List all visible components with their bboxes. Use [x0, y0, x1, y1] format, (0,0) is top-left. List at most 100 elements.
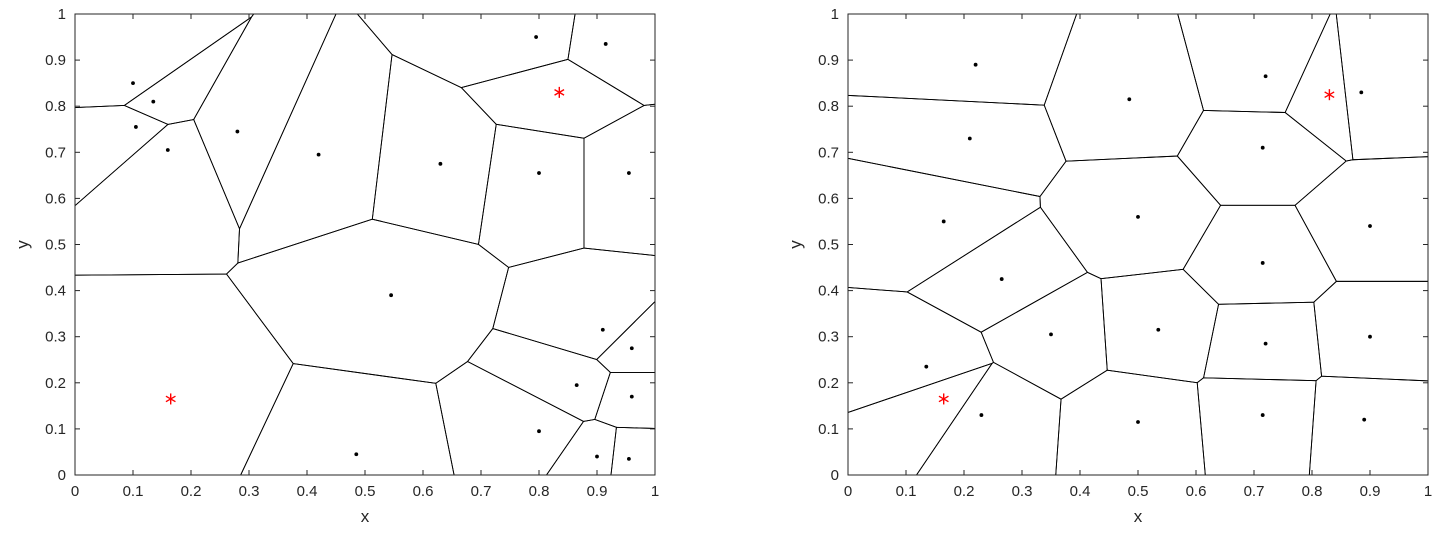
- generator-point-marker: [537, 171, 541, 175]
- voronoi-cell-edge: [1100, 268, 1220, 384]
- x-tick-label: 0: [71, 483, 79, 500]
- voronoi-cell-edge: [74, 273, 294, 476]
- y-tick-label: 0.5: [45, 237, 66, 254]
- voronoi-cell-edge: [477, 123, 585, 268]
- x-tick-label: 0.7: [471, 483, 492, 500]
- voronoi-cell-edge: [906, 206, 1089, 333]
- y-tick-label: 0.3: [818, 329, 839, 346]
- x-axis-label: x: [1134, 507, 1143, 526]
- generator-point-marker: [600, 327, 605, 332]
- generator-point-marker: [1368, 224, 1372, 228]
- y-tick-label: 1: [58, 6, 66, 23]
- highlight-asterisk-marker: [938, 395, 949, 403]
- y-tick-label: 0.9: [45, 52, 66, 69]
- voronoi-cell-edge: [1203, 301, 1323, 382]
- generator-point-marker: [629, 346, 634, 351]
- x-tick-label: 0.3: [1012, 483, 1033, 500]
- generator-point-marker: [595, 454, 599, 459]
- generator-point-marker: [1260, 413, 1265, 417]
- y-tick-label: 0.6: [45, 190, 66, 207]
- voronoi-cell-edge: [239, 363, 455, 476]
- y-tick-label: 0.1: [818, 421, 839, 438]
- axes-box: [74, 13, 656, 476]
- x-tick-label: 0.2: [181, 483, 202, 500]
- y-tick-label: 0.4: [818, 283, 839, 300]
- generator-point-marker: [924, 364, 929, 369]
- generator-point-marker: [973, 62, 978, 67]
- generator-point-marker: [134, 125, 138, 129]
- generator-point-marker: [537, 429, 541, 434]
- x-tick-label: 0.1: [896, 483, 917, 500]
- y-axis-label: y: [786, 240, 805, 249]
- voronoi-cell-edge: [847, 362, 994, 476]
- voronoi-cell-edge: [1176, 109, 1347, 206]
- generator-point-marker: [1136, 420, 1140, 424]
- generator-point-marker: [316, 152, 321, 157]
- generator-point-marker: [534, 35, 538, 39]
- voronoi-cell-edge: [915, 361, 1062, 476]
- generator-point-marker: [1368, 334, 1372, 339]
- voronoi-cell-edge: [356, 13, 576, 89]
- x-tick-label: 0: [844, 483, 852, 500]
- y-tick-label: 0.2: [45, 375, 66, 392]
- generator-point-marker: [1260, 261, 1265, 265]
- voronoi-cell-edge: [1284, 13, 1354, 162]
- voronoi-cell-edge: [545, 418, 617, 476]
- highlight-asterisk-marker: [554, 89, 565, 96]
- x-tick-label: 0.4: [297, 483, 318, 500]
- x-axis-label: x: [361, 507, 370, 526]
- voronoi-cell-edge: [466, 328, 611, 422]
- highlight-asterisk-marker: [165, 395, 176, 403]
- voronoi-cell-edge: [1294, 156, 1429, 282]
- y-tick-label: 0.6: [818, 190, 839, 207]
- generator-point-marker: [165, 148, 170, 152]
- y-tick-label: 0.8: [818, 98, 839, 115]
- generator-point-marker: [1049, 332, 1053, 337]
- voronoi-plot-relaxed: x y 0 0.1 0.2 0.3 0.4 0.5 0.6 0.7 0.8 0.9 1 0 0.1 0.2…: [786, 6, 1432, 526]
- generator-point-marker: [999, 277, 1004, 281]
- highlight-asterisk-marker: [1324, 91, 1335, 99]
- x-tick-label: 0.6: [413, 483, 434, 500]
- y-tick-label: 0.7: [818, 144, 839, 161]
- voronoi-cell-edge: [123, 16, 252, 125]
- generator-point-marker: [627, 171, 631, 175]
- y-tick-label: 0.7: [45, 144, 66, 161]
- generator-point-marker: [1156, 327, 1161, 332]
- voronoi-cell-edge: [847, 13, 1078, 106]
- generator-point-marker: [941, 219, 946, 224]
- voronoi-cell-edge: [1043, 13, 1204, 162]
- generator-point-marker: [574, 383, 579, 388]
- generator-point-marker: [151, 99, 156, 104]
- x-tick-label: 0.9: [1360, 483, 1381, 500]
- generator-point-marker: [1136, 214, 1140, 219]
- voronoi-cell-edge: [492, 247, 656, 361]
- y-tick-label: 0.8: [45, 98, 66, 115]
- x-tick-label: 0.1: [123, 483, 144, 500]
- voronoi-cell-edge: [1039, 155, 1222, 280]
- generator-point-marker: [389, 293, 393, 298]
- generator-point-marker: [1263, 74, 1268, 79]
- x-tick-label: 0.8: [529, 483, 550, 500]
- x-tick-label: 0.7: [1244, 483, 1265, 500]
- x-tick-label: 0.2: [954, 483, 975, 500]
- x-tick-label: 0.5: [1128, 483, 1149, 500]
- voronoi-cell-edge: [193, 13, 337, 230]
- y-tick-label: 0: [831, 467, 839, 484]
- x-tick-label: 1: [1424, 483, 1432, 500]
- generator-point-marker: [979, 413, 984, 417]
- y-axis-label: y: [13, 240, 32, 249]
- generator-point-marker: [1260, 145, 1265, 150]
- y-tick-label: 0.5: [818, 237, 839, 254]
- generator-point-marker: [235, 129, 240, 134]
- generator-point-marker: [627, 456, 631, 461]
- generator-point-marker: [603, 42, 608, 46]
- x-tick-label: 0.4: [1070, 483, 1091, 500]
- voronoi-cell-edge: [1182, 204, 1337, 305]
- generator-point-marker: [354, 452, 359, 457]
- generator-point-marker: [1263, 341, 1268, 346]
- x-tick-label: 0.6: [1186, 483, 1207, 500]
- y-tick-label: 0.2: [818, 375, 839, 392]
- voronoi-cell-edge: [1313, 280, 1429, 382]
- x-tick-label: 0.3: [239, 483, 260, 500]
- generator-point-marker: [967, 136, 972, 141]
